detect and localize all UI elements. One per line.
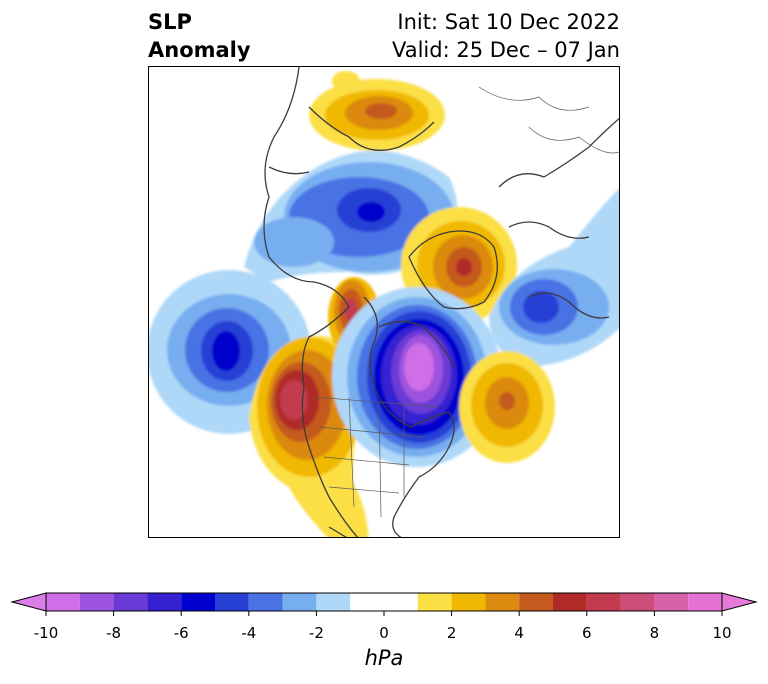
colorbar-cell [316,593,351,611]
map-panel [148,66,620,538]
colorbar-cell [620,593,655,611]
colorbar-cell [79,593,114,611]
colorbar-cells [46,593,722,611]
colorbar [10,592,758,616]
colorbar-tick-label: 6 [582,624,592,642]
colorbar-tick-label: 10 [712,624,732,642]
anomaly-map [149,67,619,537]
colorbar-cell [181,593,215,611]
colorbar-tick-label: -4 [241,624,257,642]
colorbar-cell [417,593,452,611]
colorbar-cell [350,593,418,611]
colorbar-extend-high [721,592,758,612]
colorbar-tick-label: 2 [446,624,457,642]
colorbar-cell [282,593,317,611]
valid-range-label: Valid: 25 Dec – 07 Jan [391,38,620,62]
colorbar-cell [451,593,486,611]
anomaly-fields [149,71,619,537]
arctic-high [309,71,445,151]
colorbar-cell [147,593,182,611]
colorbar-tick-label: 0 [379,624,389,642]
map-subtitle: Init: Sat 10 Dec 2022 Valid: 25 Dec – 07… [392,8,620,64]
colorbar-cell [113,593,148,611]
colorbar-cell [654,593,689,611]
title-line-2: Anomaly [148,38,251,62]
colorbar-cell [553,593,587,611]
colorbar-tick-label: -10 [33,624,59,642]
colorbar-cell [248,593,283,611]
colorbar-unit-label: hPa [364,646,404,670]
colorbar-tick-label: -6 [173,624,189,642]
colorbar-tick-label: 8 [649,624,660,642]
colorbar-ticks [45,611,723,616]
colorbar-cell [46,593,80,611]
north-atlantic-high [459,351,555,463]
colorbar-cell [215,593,249,611]
colorbar-cell [485,593,520,611]
colorbar-tick-label: -2 [308,624,324,642]
southern-us-high [337,467,369,537]
colorbar-cell [586,593,621,611]
europe-low [489,188,619,367]
colorbar-tick-label: -8 [106,624,122,642]
map-title: SLP Anomaly [148,8,251,64]
colorbar-extend-low [10,592,47,612]
colorbar-tick-label: 4 [514,624,524,642]
colorbar-cell [688,593,722,611]
state-borders [313,86,619,518]
init-date-label: Init: Sat 10 Dec 2022 [397,10,620,34]
coastlines [263,67,619,537]
title-line-1: SLP [148,10,192,34]
colorbar-cell [519,593,553,611]
